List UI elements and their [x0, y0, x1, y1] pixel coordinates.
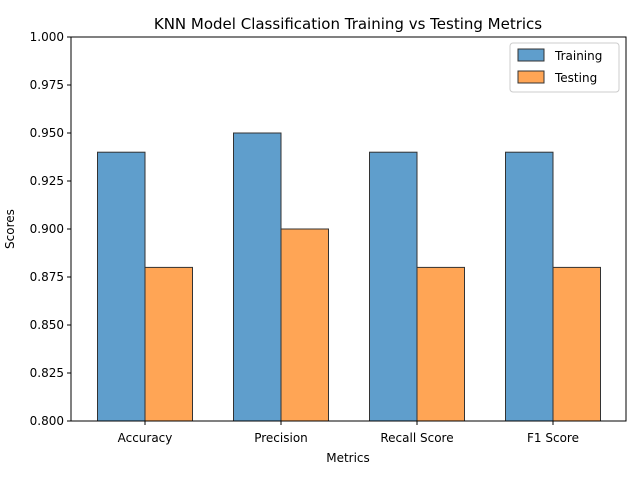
y-tick-label: 0.850	[30, 318, 64, 332]
bar-training-precision	[233, 132, 282, 422]
chart-title: KNN Model Classification Training vs Tes…	[154, 15, 542, 33]
y-tick-label: 0.875	[30, 270, 64, 284]
y-tick-label: 0.925	[30, 174, 64, 188]
y-tick-label: 0.825	[30, 366, 64, 380]
bar-training-f1-score	[505, 151, 554, 422]
legend-swatch-testing	[517, 70, 545, 84]
legend: Training Testing	[509, 42, 620, 93]
y-axis: 0.800 0.825 0.850 0.875 0.900 0.925 0.950 0.975…	[30, 30, 71, 428]
x-tick-label: Precision	[254, 431, 308, 445]
x-axis: Accuracy Precision Recall Score F1 Score	[118, 421, 579, 445]
y-tick-label: 0.975	[30, 78, 64, 92]
y-tick-label: 0.800	[30, 414, 64, 428]
x-tick-label: F1 Score	[527, 431, 579, 445]
bars	[97, 132, 601, 422]
bar-testing-recall-score	[416, 266, 465, 422]
bar-testing-accuracy	[144, 266, 193, 422]
bar-training-recall-score	[369, 151, 418, 422]
y-axis-label: Scores	[3, 209, 17, 249]
bar-training-accuracy	[97, 151, 146, 422]
y-tick-label: 0.900	[30, 222, 64, 236]
plot-area: 0.800 0.825 0.850 0.875 0.900 0.925 0.950 0.975…	[30, 30, 627, 445]
x-tick-label: Recall Score	[380, 431, 453, 445]
legend-label-testing: Testing	[554, 71, 597, 85]
x-tick-label: Accuracy	[118, 431, 173, 445]
bar-testing-f1-score	[552, 266, 601, 422]
x-axis-label: Metrics	[326, 451, 370, 465]
bar-testing-precision	[280, 228, 329, 422]
y-tick-label: 1.000	[30, 30, 64, 44]
y-tick-label: 0.950	[30, 126, 64, 140]
legend-swatch-training	[517, 48, 545, 62]
legend-label-training: Training	[554, 49, 602, 63]
